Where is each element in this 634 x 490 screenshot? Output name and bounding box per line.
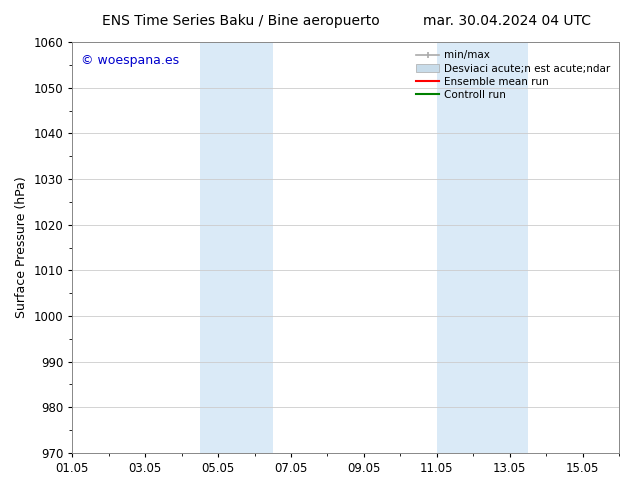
Text: mar. 30.04.2024 04 UTC: mar. 30.04.2024 04 UTC: [424, 14, 591, 28]
Bar: [200, 42, 273, 453]
Bar: [437, 42, 528, 453]
Text: © woespana.es: © woespana.es: [81, 54, 179, 68]
Text: ENS Time Series Baku / Bine aeropuerto: ENS Time Series Baku / Bine aeropuerto: [102, 14, 380, 28]
Legend: min/max, Desviaci acute;n est acute;ndar, Ensemble mean run, Controll run: min/max, Desviaci acute;n est acute;ndar…: [413, 47, 614, 103]
Y-axis label: Surface Pressure (hPa): Surface Pressure (hPa): [15, 176, 28, 318]
